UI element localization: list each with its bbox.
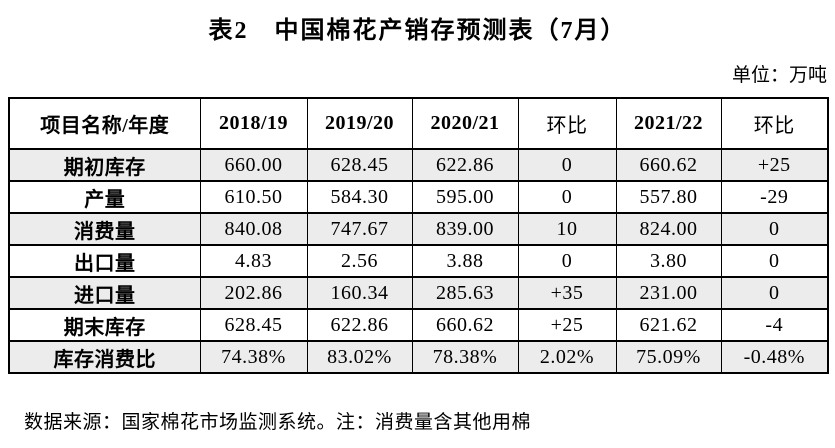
table-cell: 74.38% [199, 340, 308, 374]
column-header-mom-change-1: 环比 [517, 97, 617, 150]
table-cell: 0 [720, 212, 829, 246]
table-cell: 0 [517, 244, 617, 278]
table-cell: 2.56 [306, 244, 413, 278]
table-cell: 4.83 [199, 244, 308, 278]
column-header-2020-21: 2020/21 [411, 97, 519, 150]
table-cell: 78.38% [411, 340, 519, 374]
table-cell: +35 [517, 276, 617, 310]
table-cell: -29 [720, 180, 829, 214]
table-cell: 622.86 [411, 148, 519, 182]
table-cell: 10 [517, 212, 617, 246]
row-label: 出口量 [8, 244, 201, 278]
source-note: 数据来源：国家棉花市场监测系统。注：消费量含其他用棉 [24, 412, 532, 433]
table-cell: 3.88 [411, 244, 519, 278]
table-cell: +25 [720, 148, 829, 182]
header-row: 项目名称/年度 2018/19 2019/20 2020/21 环比 2021/… [8, 97, 829, 150]
cotton-forecast-table: 项目名称/年度 2018/19 2019/20 2020/21 环比 2021/… [8, 97, 829, 374]
table-cell: 3.80 [615, 244, 722, 278]
table-cell: 160.34 [306, 276, 413, 310]
table-cell: 0 [720, 244, 829, 278]
column-header-2018-19: 2018/19 [199, 97, 308, 150]
table-row-production: 产量 610.50 584.30 595.00 0 557.80 -29 [8, 180, 829, 214]
table-cell: 840.08 [199, 212, 308, 246]
table-cell: +25 [517, 308, 617, 342]
table-cell: 285.63 [411, 276, 519, 310]
table-cell: 839.00 [411, 212, 519, 246]
table-row-imports: 进口量 202.86 160.34 285.63 +35 231.00 0 [8, 276, 829, 310]
table-cell: 660.00 [199, 148, 308, 182]
table-cell: 660.62 [411, 308, 519, 342]
table-cell: 75.09% [615, 340, 722, 374]
row-label: 库存消费比 [8, 340, 201, 374]
column-header-2019-20: 2019/20 [306, 97, 413, 150]
table-row-stock-to-use-ratio: 库存消费比 74.38% 83.02% 78.38% 2.02% 75.09% … [8, 340, 829, 374]
table-cell: 83.02% [306, 340, 413, 374]
table-cell: 0 [517, 148, 617, 182]
row-label: 消费量 [8, 212, 201, 246]
table-cell: 0 [517, 180, 617, 214]
table-cell: 595.00 [411, 180, 519, 214]
table-row-ending-stocks: 期末库存 628.45 622.86 660.62 +25 621.62 -4 [8, 308, 829, 342]
table-row-consumption: 消费量 840.08 747.67 839.00 10 824.00 0 [8, 212, 829, 246]
table-cell: 584.30 [306, 180, 413, 214]
table-cell: 2.02% [517, 340, 617, 374]
table-row-exports: 出口量 4.83 2.56 3.88 0 3.80 0 [8, 244, 829, 278]
row-label: 期初库存 [8, 148, 201, 182]
table-cell: 557.80 [615, 180, 722, 214]
unit-label: 单位：万吨 [731, 65, 827, 86]
table-cell: 231.00 [615, 276, 722, 310]
table-cell: -0.48% [720, 340, 829, 374]
table-row-beginning-stocks: 期初库存 660.00 628.45 622.86 0 660.62 +25 [8, 148, 829, 182]
row-label: 产量 [8, 180, 201, 214]
column-header-2021-22: 2021/22 [615, 97, 722, 150]
page-title: 表2 中国棉花产销存预测表（7月） [208, 18, 627, 44]
table-cell: 628.45 [306, 148, 413, 182]
column-header-item-year: 项目名称/年度 [8, 97, 201, 150]
column-header-mom-change-2: 环比 [720, 97, 829, 150]
table-cell: 622.86 [306, 308, 413, 342]
table-cell: 621.62 [615, 308, 722, 342]
table-cell: 660.62 [615, 148, 722, 182]
row-label: 期末库存 [8, 308, 201, 342]
table-cell: -4 [720, 308, 829, 342]
table-cell: 202.86 [199, 276, 308, 310]
table-cell: 0 [720, 276, 829, 310]
row-label: 进口量 [8, 276, 201, 310]
table-cell: 610.50 [199, 180, 308, 214]
table-cell: 628.45 [199, 308, 308, 342]
table-cell: 747.67 [306, 212, 413, 246]
table-cell: 824.00 [615, 212, 722, 246]
